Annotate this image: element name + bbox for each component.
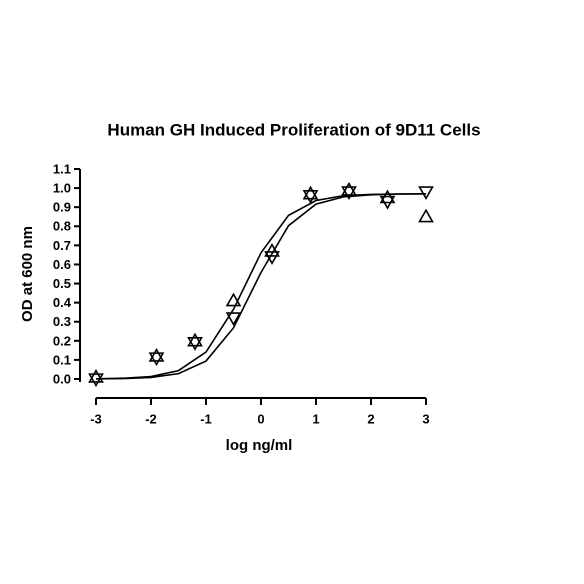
- data-point: [264, 242, 280, 257]
- data-point: [148, 347, 165, 362]
- chart-title: Human GH Induced Proliferation of 9D11 C…: [107, 120, 480, 139]
- x-tick-label: 0: [257, 411, 264, 426]
- data-point: [418, 208, 434, 223]
- y-tick-label: 0.1: [53, 352, 71, 367]
- data-point: [225, 292, 242, 307]
- data-point: [88, 368, 104, 383]
- y-tick-label: 0.6: [53, 257, 71, 272]
- y-tick-label: 0.2: [53, 333, 71, 348]
- y-tick-label: 0.9: [53, 200, 71, 215]
- x-axis-label: log ng/ml: [226, 437, 293, 454]
- x-tick-label: -2: [145, 411, 157, 426]
- x-tick-label: -3: [90, 411, 102, 426]
- data-point: [302, 190, 319, 204]
- y-tick-label: 0.0: [53, 371, 71, 386]
- y-tick-label: 0.8: [53, 219, 71, 234]
- y-tick-label: 0.5: [53, 276, 71, 291]
- data-point: [148, 352, 165, 367]
- y-tick-label: 0.3: [53, 314, 71, 329]
- y-axis-label: OD at 600 nm: [19, 226, 36, 322]
- data-point: [341, 181, 357, 196]
- data-point: [341, 186, 357, 201]
- data-point: [187, 337, 203, 351]
- data-point: [418, 186, 434, 201]
- data-point: [264, 251, 280, 265]
- data-point: [187, 332, 203, 347]
- y-tick-label: 1.0: [53, 181, 71, 196]
- data-point: [302, 185, 319, 200]
- data-point: [379, 195, 396, 210]
- x-tick-label: 2: [367, 411, 374, 426]
- data-point: [225, 312, 242, 327]
- x-tick-label: -1: [200, 411, 212, 426]
- fit-curve: [95, 193, 427, 380]
- x-tick-label: 3: [422, 411, 429, 426]
- y-tick-label: 1.1: [53, 161, 71, 176]
- x-tick-label: 1: [312, 411, 319, 426]
- y-tick-label: 0.4: [53, 295, 72, 310]
- y-tick-label: 0.7: [53, 238, 71, 253]
- data-point: [88, 373, 104, 388]
